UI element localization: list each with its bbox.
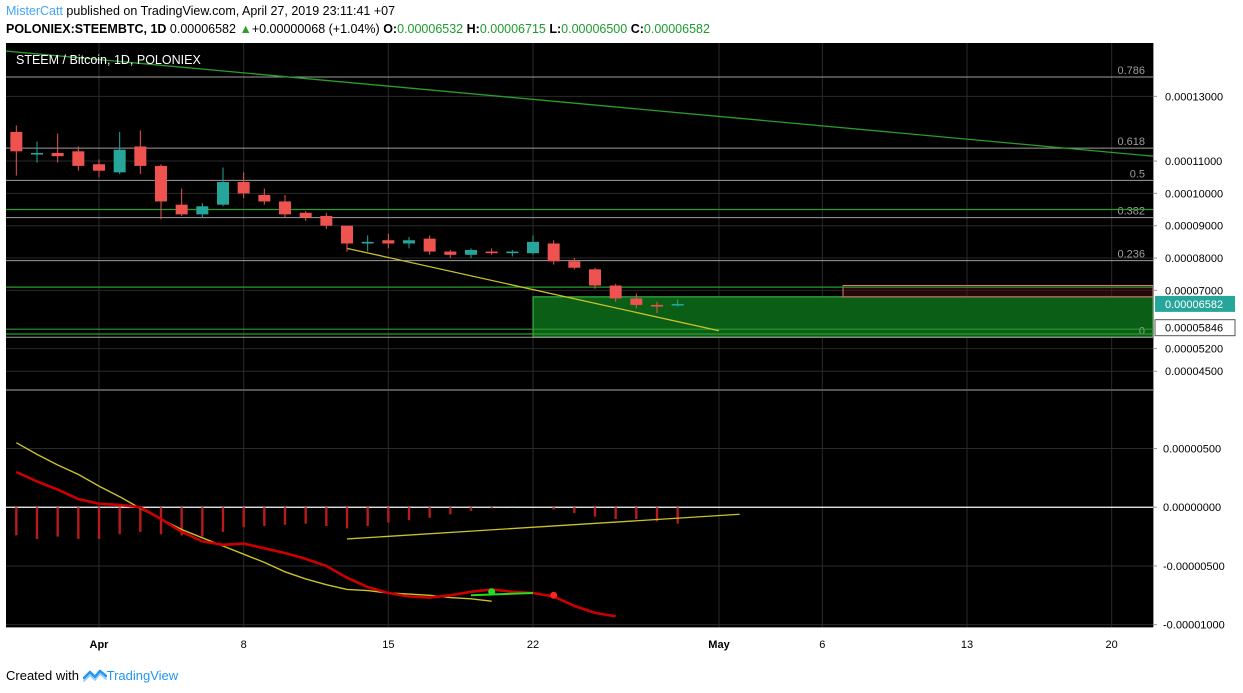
candle-body — [465, 249, 477, 255]
candle-body — [403, 240, 415, 244]
low-value: 0.00006500 — [561, 22, 628, 36]
candle-body — [609, 285, 622, 299]
level-price-label: 0.00005846 — [1165, 323, 1223, 335]
indicator-pane-background — [6, 391, 1153, 627]
candle-body — [506, 251, 519, 254]
current-price-label: 0.00006582 — [1165, 299, 1223, 311]
candle-body — [320, 216, 333, 226]
candle-body — [10, 131, 23, 152]
price-axis-label: 0.00011000 — [1165, 156, 1222, 168]
candle-body — [423, 238, 436, 252]
time-axis-label: 20 — [1106, 639, 1118, 651]
bullish-cross-marker — [488, 588, 496, 596]
candle-body — [279, 201, 291, 215]
price-axis-label: 0.00004500 — [1165, 366, 1223, 378]
high-value: 0.00006715 — [479, 22, 546, 36]
footer: Created with TradingView — [6, 668, 178, 685]
chart-container[interactable]: 0.786 0.618 0.5 0.382 0.236 0 STEEM / Bitcoin,… — [5, 43, 1238, 657]
tradingview-link[interactable]: TradingView — [106, 668, 179, 683]
price-axis-label: 0.00008000 — [1165, 253, 1223, 265]
candle-body — [547, 243, 560, 262]
indicator-axis-label: -0.00000500 — [1163, 561, 1225, 573]
tradingview-logo-icon[interactable] — [82, 668, 107, 685]
price-axis-label: 0.00010000 — [1165, 188, 1223, 200]
price-axis-label: 0.00005200 — [1165, 344, 1223, 356]
candle-body — [444, 251, 457, 255]
price-chart[interactable]: 0.786 0.618 0.5 0.382 0.236 0 STEEM / Bitcoin,… — [5, 43, 1238, 657]
fib-level-label: 0.618 — [1117, 136, 1145, 148]
candle-body — [72, 151, 85, 166]
chart-title: STEEM / Bitcoin, 1D, POLONIEX — [16, 53, 201, 67]
time-axis-label: 13 — [961, 639, 973, 651]
open-value: 0.00006532 — [397, 22, 464, 36]
symbol-name: POLONIEX:STEEMBTC, 1D — [6, 22, 167, 36]
candle-body — [341, 225, 353, 244]
indicator-axis-label: 0.00000000 — [1163, 502, 1221, 514]
publish-info: MisterCatt published on TradingView.com,… — [6, 4, 395, 18]
price-axis-label: 0.00013000 — [1165, 91, 1223, 103]
candle-body — [258, 194, 271, 202]
time-axis-label: May — [708, 639, 730, 651]
candle-body — [93, 164, 105, 171]
candle-body — [485, 251, 498, 254]
price-axis-label: 0.00007000 — [1165, 285, 1223, 297]
indicator-axis-label: -0.00001000 — [1163, 620, 1225, 632]
candle-body — [51, 152, 64, 157]
time-axis-background — [6, 627, 1153, 657]
candle-body — [113, 149, 126, 173]
trendline — [5, 50, 1154, 157]
time-axis-label: Apr — [90, 639, 110, 651]
arrow-up-icon: ▲ — [239, 22, 252, 36]
signal-line — [15, 442, 492, 602]
symbol-info: POLONIEX:STEEMBTC, 1D 0.00006582 ▲+0.000… — [6, 22, 710, 36]
candle-body — [671, 303, 684, 306]
indicator-trendline — [346, 513, 740, 540]
fib-level-label: 0.786 — [1117, 65, 1145, 77]
time-axis-label: 6 — [819, 639, 825, 651]
high-label: H: — [466, 22, 480, 36]
support-zone-box — [532, 296, 1154, 338]
trendline — [346, 247, 720, 332]
current-price-tag — [1155, 295, 1235, 312]
candle-body — [651, 304, 663, 307]
close-value: 0.00006582 — [643, 22, 710, 36]
fib-level-label: 0 — [1139, 325, 1145, 337]
time-axis-label: 15 — [382, 639, 394, 651]
level-price-tag — [1154, 319, 1236, 337]
fib-level-label: 0.5 — [1130, 168, 1145, 180]
candle-body — [31, 152, 43, 155]
price-change: +0.00000068 (+1.04%) — [251, 22, 380, 36]
created-with-text: Created with — [6, 668, 79, 683]
candle-body — [630, 298, 643, 305]
open-label: O: — [383, 22, 398, 36]
indicator-axis-label: 0.00000500 — [1163, 444, 1221, 456]
time-axis-label: 8 — [241, 639, 247, 651]
fib-level-label: 0.382 — [1117, 206, 1145, 218]
publish-text: published on TradingView.com, April 27, … — [62, 4, 396, 18]
candle-body — [237, 182, 250, 194]
candle-body — [196, 206, 209, 215]
candle-body — [155, 165, 167, 202]
candle-body — [175, 204, 188, 215]
bearish-cross-marker — [550, 591, 558, 599]
macd-line — [15, 470, 616, 618]
candle-body — [568, 261, 581, 268]
candle-body — [134, 146, 147, 166]
bullish-cross-line — [470, 591, 534, 597]
close-label: C: — [630, 22, 644, 36]
price-axis-label: 0.00009000 — [1165, 221, 1223, 233]
candle-body — [361, 241, 374, 244]
low-label: L: — [549, 22, 562, 36]
candle-body — [217, 182, 229, 205]
last-price: 0.00006582 — [169, 22, 236, 36]
time-axis-label: 22 — [527, 639, 539, 651]
price-axis-background — [1153, 43, 1238, 657]
candle-body — [382, 240, 395, 244]
candle-body — [527, 241, 539, 254]
author-name[interactable]: MisterCatt — [6, 4, 63, 18]
candle-body — [299, 212, 312, 218]
fib-level-label: 0.236 — [1117, 249, 1145, 261]
candle-body — [589, 269, 601, 286]
